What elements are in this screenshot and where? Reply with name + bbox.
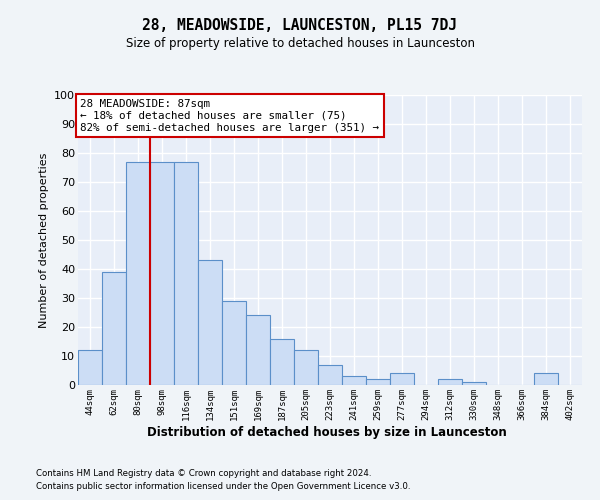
Text: Size of property relative to detached houses in Launceston: Size of property relative to detached ho… (125, 38, 475, 51)
Bar (390, 374, 414, 385)
Bar (126, 162, 150, 385)
Bar (174, 162, 198, 385)
Bar (78, 350, 102, 385)
Bar (270, 338, 294, 385)
Bar (534, 374, 558, 385)
Text: Distribution of detached houses by size in Launceston: Distribution of detached houses by size … (147, 426, 507, 439)
Bar (246, 316, 270, 385)
Bar (318, 364, 342, 385)
Bar (366, 379, 390, 385)
Text: 28 MEADOWSIDE: 87sqm
← 18% of detached houses are smaller (75)
82% of semi-detac: 28 MEADOWSIDE: 87sqm ← 18% of detached h… (80, 100, 379, 132)
Bar (342, 376, 366, 385)
Bar (438, 379, 462, 385)
Bar (150, 162, 174, 385)
Text: Contains public sector information licensed under the Open Government Licence v3: Contains public sector information licen… (36, 482, 410, 491)
Text: 28, MEADOWSIDE, LAUNCESTON, PL15 7DJ: 28, MEADOWSIDE, LAUNCESTON, PL15 7DJ (143, 18, 458, 32)
Bar (222, 301, 246, 385)
Text: Contains HM Land Registry data © Crown copyright and database right 2024.: Contains HM Land Registry data © Crown c… (36, 468, 371, 477)
Bar (294, 350, 318, 385)
Bar (102, 272, 126, 385)
Y-axis label: Number of detached properties: Number of detached properties (38, 152, 49, 328)
Bar (198, 260, 222, 385)
Bar (462, 382, 486, 385)
